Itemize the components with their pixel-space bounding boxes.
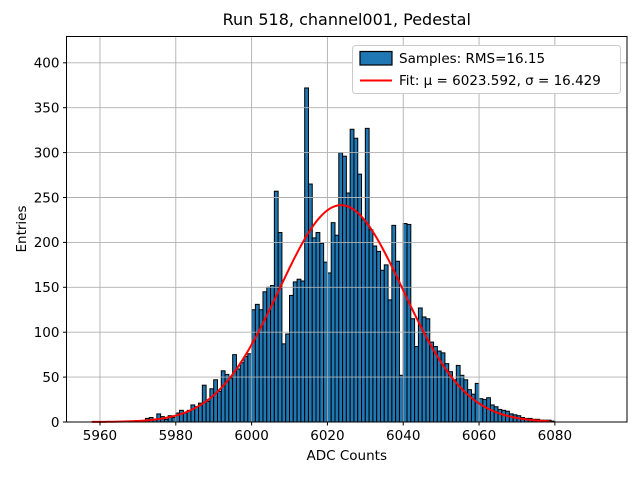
histogram-bar (262, 291, 268, 423)
histogram-bar (463, 379, 469, 423)
histogram-bar (254, 303, 260, 423)
y-tick-label: 300 (34, 145, 60, 161)
histogram-bar (326, 272, 332, 423)
y-tick-label: 200 (34, 235, 60, 251)
histogram-bar (459, 374, 465, 423)
histogram-bar (387, 299, 393, 423)
histogram-bar (448, 371, 454, 423)
legend-samples-label: Samples: RMS=16.15 (399, 51, 545, 67)
y-tick-label: 0 (51, 415, 60, 431)
legend-box (352, 45, 621, 94)
histogram-bar (402, 223, 408, 423)
gaussian-fit-curve (91, 204, 551, 423)
chart-title: Run 518, channel001, Pedestal (223, 10, 471, 29)
histogram-bars (144, 87, 556, 423)
histogram-bar (304, 87, 309, 423)
histogram-bar (292, 281, 298, 423)
histogram-bar (368, 229, 374, 423)
histogram-bar (334, 234, 340, 423)
histogram-bar (300, 280, 306, 423)
x-tick-label: 6020 (310, 428, 344, 444)
histogram-bar (364, 127, 370, 423)
histogram-bar (281, 343, 287, 423)
histogram-bar (296, 278, 302, 423)
histogram-bar (497, 408, 503, 423)
x-tick-label: 6000 (234, 428, 268, 444)
histogram-bar (361, 219, 366, 423)
histogram-bar (379, 269, 385, 423)
x-tick-label: 5960 (83, 428, 117, 444)
histogram-bar (482, 399, 488, 423)
legend: Samples: RMS=16.15 Fit: μ = 6023.592, σ … (352, 45, 621, 94)
legend-fit-label: Fit: μ = 6023.592, σ = 16.429 (399, 73, 601, 89)
y-tick-label: 50 (42, 370, 59, 386)
histogram-bar (433, 346, 438, 423)
histogram-bar (216, 390, 222, 423)
histogram-bar (357, 173, 363, 423)
y-tick-label: 400 (34, 56, 60, 72)
histogram-bar (429, 341, 435, 423)
histogram-bar (289, 294, 294, 423)
y-tick-label: 350 (34, 101, 60, 117)
x-tick-label: 6040 (386, 428, 420, 444)
histogram-bar (455, 364, 461, 423)
histogram-bar (171, 417, 177, 423)
x-tick-label: 6060 (462, 428, 496, 444)
histogram-bar (414, 346, 419, 423)
histogram-bar (247, 353, 253, 423)
histogram-bar (353, 137, 359, 423)
histogram-bar (489, 404, 495, 423)
plot-area-frame (66, 36, 628, 423)
histogram-bar (232, 354, 237, 423)
histogram-bar (315, 232, 321, 423)
axis-ticks: 5960 5980 6000 6020 6040 6060 6080 0 50 100 150 200… (34, 56, 572, 444)
histogram-bar (307, 183, 313, 423)
histogram-bar (273, 190, 279, 423)
x-tick-label: 6080 (538, 428, 572, 444)
histogram-bar (205, 400, 211, 423)
histogram-bar (349, 128, 355, 423)
histogram-bar (228, 377, 234, 423)
legend-samples-swatch-icon (359, 50, 393, 66)
histogram-bar (383, 264, 389, 423)
y-axis-label: Entries (14, 205, 30, 252)
histogram-bar (395, 260, 400, 423)
histogram-bar (243, 355, 249, 423)
histogram-bar (425, 318, 431, 423)
histogram-bar (406, 223, 412, 423)
histogram-bar (398, 374, 404, 423)
histogram-bar (285, 333, 291, 423)
y-tick-label: 250 (34, 190, 60, 206)
histogram-bar (391, 224, 397, 423)
y-tick-label: 150 (34, 280, 60, 296)
histogram-bar (478, 398, 484, 423)
histogram-bar (239, 362, 245, 423)
histogram-bar (452, 379, 457, 423)
histogram-bar (376, 250, 381, 423)
histogram-bar (179, 409, 184, 423)
histogram-bar (323, 261, 328, 423)
histogram-bar (372, 245, 378, 423)
histogram-bar (251, 309, 256, 423)
histogram-bar (220, 370, 226, 423)
histogram-bar (493, 406, 499, 423)
histogram-bar (182, 412, 188, 423)
y-tick-label: 100 (34, 325, 60, 341)
histogram-bar (311, 237, 317, 423)
histogram-bar (342, 155, 347, 423)
histogram-bar (213, 379, 218, 423)
histogram-bar (345, 192, 351, 423)
histogram-bar (277, 232, 283, 423)
x-axis-label: ADC Counts (307, 448, 387, 464)
histogram-bar (330, 222, 336, 423)
histogram-bar (410, 318, 416, 423)
x-tick-label: 5980 (159, 428, 193, 444)
histogram-bar (209, 388, 215, 423)
